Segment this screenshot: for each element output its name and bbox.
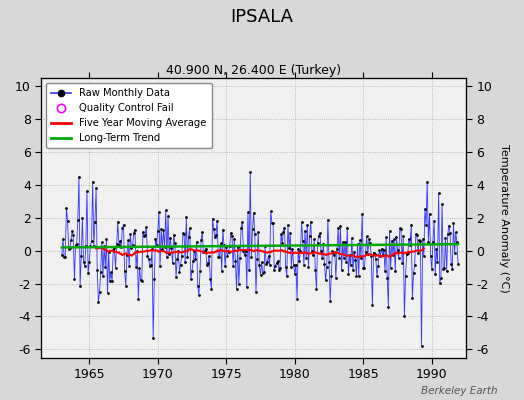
Y-axis label: Temperature Anomaly (°C): Temperature Anomaly (°C) [499, 144, 509, 292]
Text: IPSALA: IPSALA [231, 8, 293, 26]
Text: Berkeley Earth: Berkeley Earth [421, 386, 498, 396]
Legend: Raw Monthly Data, Quality Control Fail, Five Year Moving Average, Long-Term Tren: Raw Monthly Data, Quality Control Fail, … [46, 83, 212, 148]
Title: 40.900 N, 26.400 E (Turkey): 40.900 N, 26.400 E (Turkey) [166, 64, 341, 77]
